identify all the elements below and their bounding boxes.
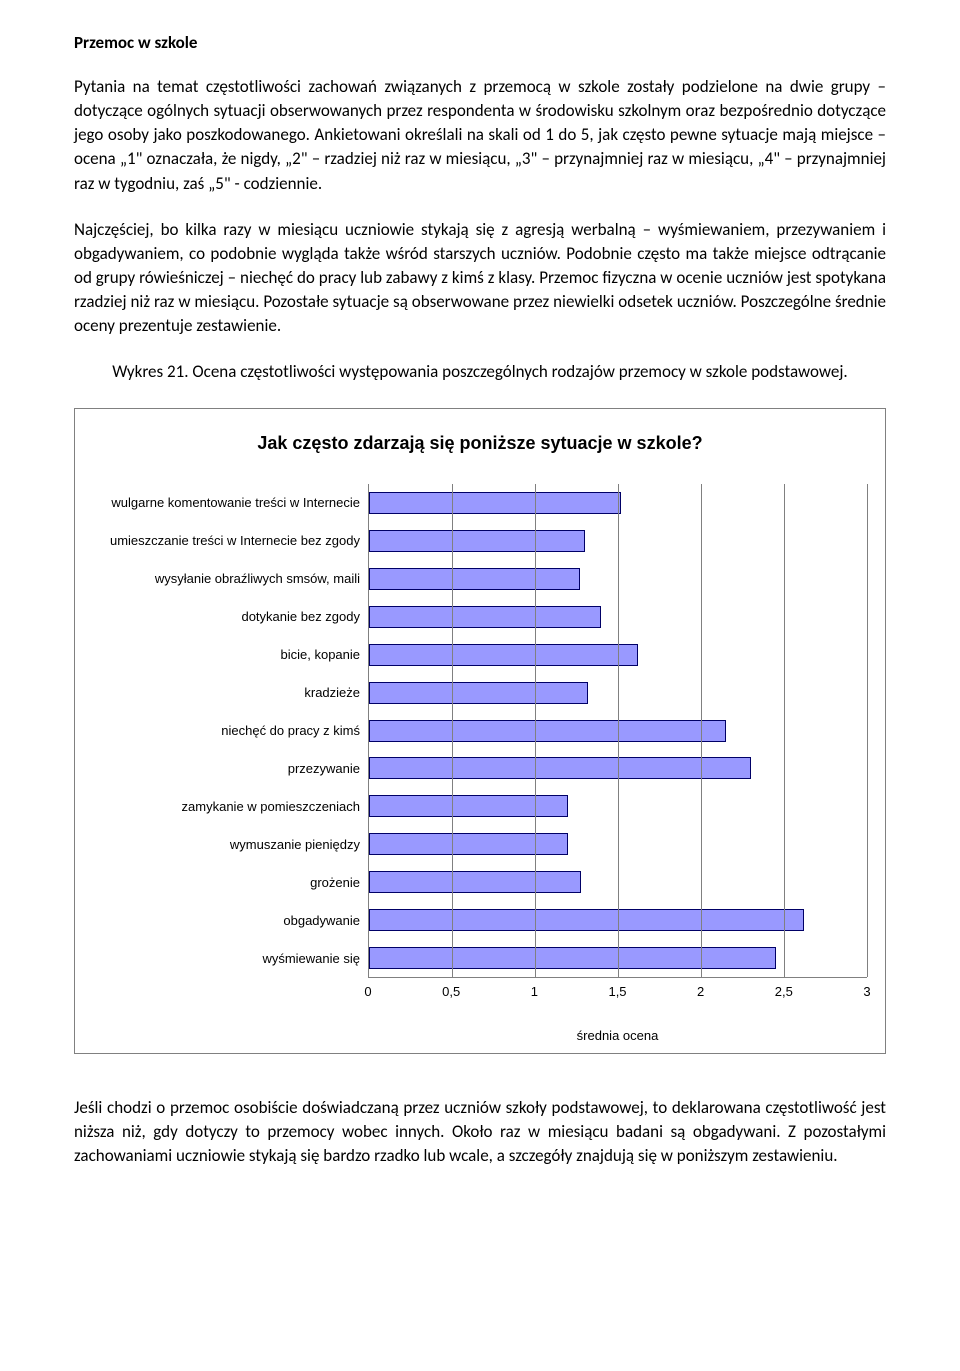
chart-bar (369, 606, 601, 628)
chart-x-tick: 2 (697, 984, 704, 999)
chart-bar (369, 795, 568, 817)
chart-bar (369, 492, 621, 514)
chart-bar (369, 909, 804, 931)
chart-category-label: zamykanie w pomieszczeniach (93, 788, 360, 826)
chart-category-label: bicie, kopanie (93, 636, 360, 674)
chart-x-tick: 1 (531, 984, 538, 999)
chart-x-tick: 0 (364, 984, 371, 999)
chart-gridline (701, 484, 702, 977)
paragraph-1: Pytania na temat częstotliwości zachowań… (74, 75, 886, 196)
chart-gridline (452, 484, 453, 977)
chart-bar (369, 947, 776, 969)
section-heading: Przemoc w szkole (74, 32, 886, 53)
paragraph-2: Najczęściej, bo kilka razy w miesiącu uc… (74, 218, 886, 339)
chart-category-label: wulgarne komentowanie treści w Interneci… (93, 484, 360, 522)
chart-caption: Wykres 21. Ocena częstotliwości występow… (74, 360, 886, 384)
chart-x-axis-label: średnia ocena (368, 1028, 867, 1043)
paragraph-3: Jeśli chodzi o przemoc osobiście doświad… (74, 1096, 886, 1168)
chart-category-label: umieszczanie treści w Internecie bez zgo… (93, 522, 360, 560)
chart-container: Jak często zdarzają się poniższe sytuacj… (74, 408, 886, 1054)
chart-x-axis: 00,511,522,53 (368, 984, 867, 1002)
page: Przemoc w szkole Pytania na temat często… (0, 0, 960, 1230)
chart-category-label: wymuszanie pieniędzy (93, 826, 360, 864)
chart-bar (369, 568, 580, 590)
chart-x-tick: 3 (863, 984, 870, 999)
chart-bar (369, 530, 585, 552)
chart-x-tick: 2,5 (775, 984, 793, 999)
chart-category-label: obgadywanie (93, 902, 360, 940)
chart-body: wulgarne komentowanie treści w Interneci… (93, 484, 867, 978)
chart-plot-area (368, 484, 867, 978)
chart-category-label: wysyłanie obraźliwych smsów, maili (93, 560, 360, 598)
chart-category-label: grożenie (93, 864, 360, 902)
chart-bar (369, 757, 751, 779)
chart-x-tick: 1,5 (608, 984, 626, 999)
chart-gridline (784, 484, 785, 977)
chart-bar (369, 682, 588, 704)
chart-category-label: dotykanie bez zgody (93, 598, 360, 636)
chart-gridline (535, 484, 536, 977)
chart-bar (369, 720, 726, 742)
chart-gridline (867, 484, 868, 977)
chart-y-labels: wulgarne komentowanie treści w Interneci… (93, 484, 368, 978)
chart-category-label: przezywanie (93, 750, 360, 788)
chart-gridline (618, 484, 619, 977)
chart-x-tick: 0,5 (442, 984, 460, 999)
chart-bar (369, 833, 568, 855)
chart-category-label: wyśmiewanie się (93, 940, 360, 978)
chart-bar (369, 644, 638, 666)
chart-bar (369, 871, 581, 893)
chart-category-label: kradzieże (93, 674, 360, 712)
chart-title: Jak często zdarzają się poniższe sytuacj… (93, 433, 867, 454)
chart-category-label: niechęć do pracy z kimś (93, 712, 360, 750)
